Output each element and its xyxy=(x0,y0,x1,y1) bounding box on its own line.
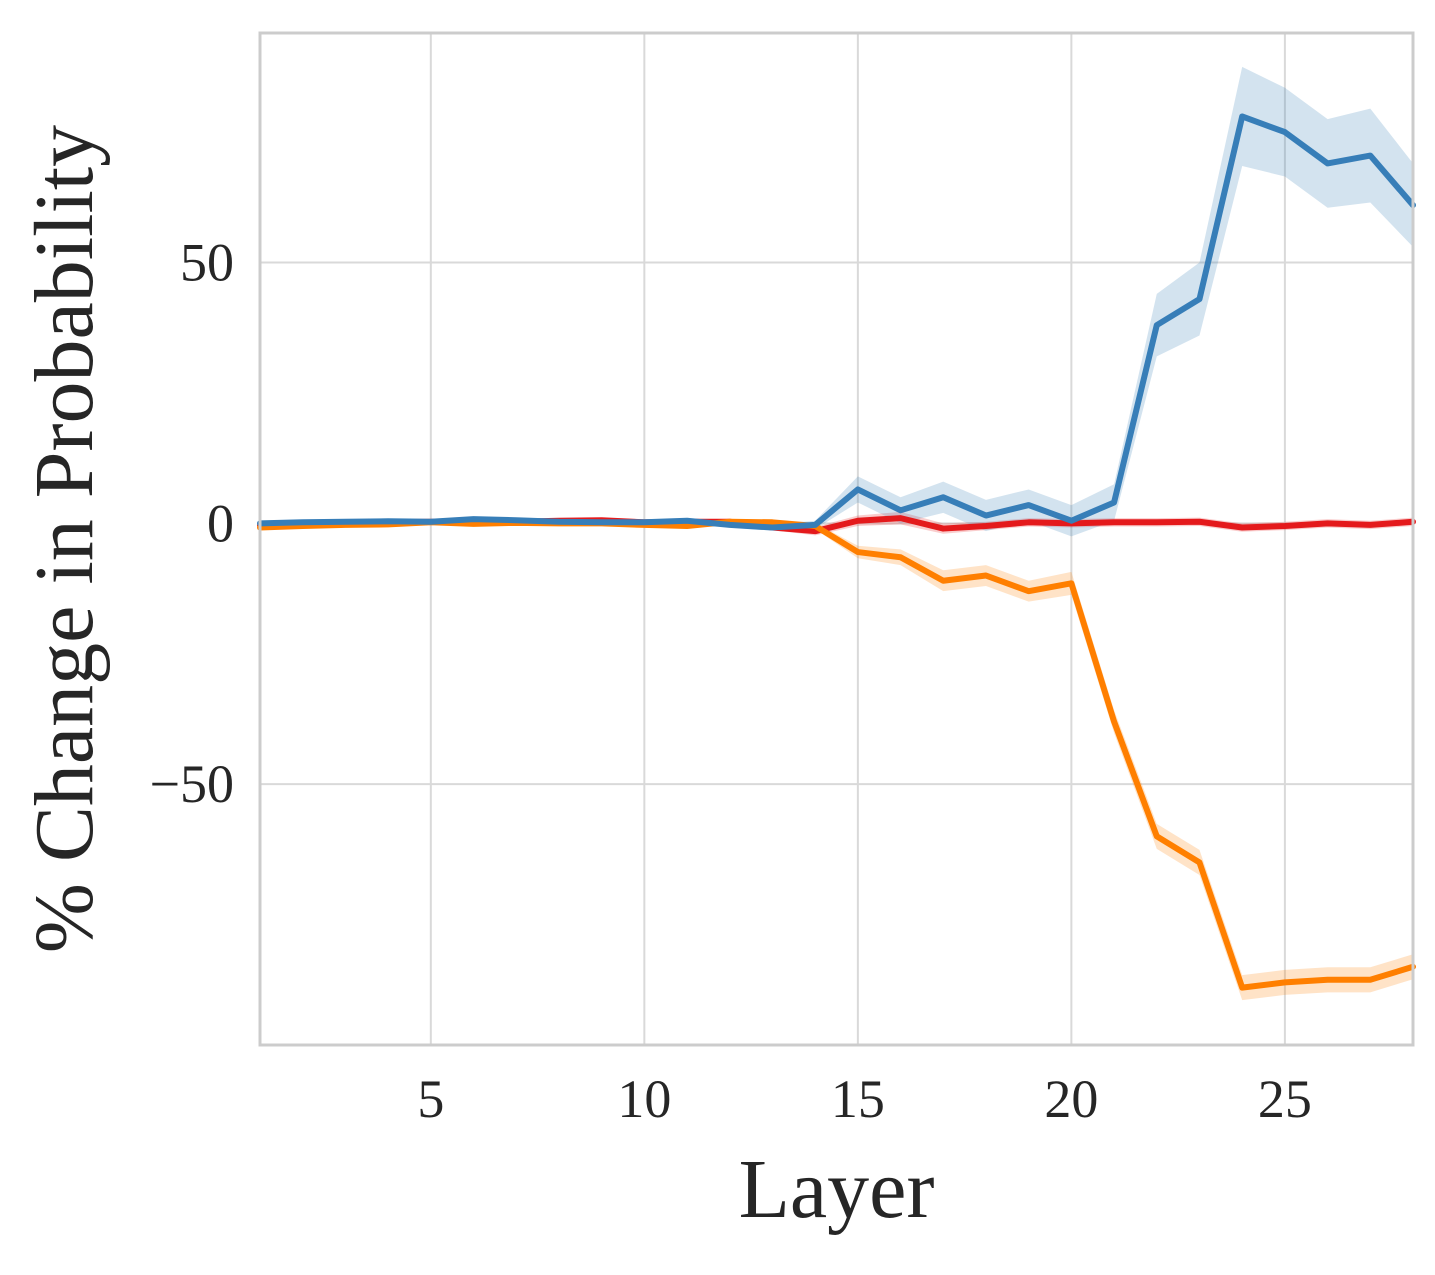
y-tick-label: 50 xyxy=(180,233,234,293)
x-axis-title: Layer xyxy=(739,1143,935,1236)
y-tick-label: −50 xyxy=(150,754,234,814)
y-tick-labels: −50 0 50 xyxy=(150,233,234,815)
plot-frame xyxy=(258,31,1415,1047)
series-band-1 xyxy=(260,519,1413,1001)
x-tick-label: 15 xyxy=(831,1069,885,1129)
y-axis-title: % Change in Probability xyxy=(18,125,111,953)
series-lines xyxy=(257,113,1416,991)
y-tick-label: 0 xyxy=(207,493,234,553)
series-line-1 xyxy=(257,518,1416,991)
x-tick-label: 25 xyxy=(1258,1069,1312,1129)
series-band-2 xyxy=(260,66,1413,537)
x-tick-label: 20 xyxy=(1044,1069,1098,1129)
x-tick-label: 5 xyxy=(417,1069,444,1129)
confidence-bands xyxy=(260,66,1413,1001)
x-tick-labels: 5 10 15 20 25 xyxy=(417,1069,1312,1129)
x-tick-label: 10 xyxy=(617,1069,671,1129)
series-line-2 xyxy=(257,113,1416,531)
